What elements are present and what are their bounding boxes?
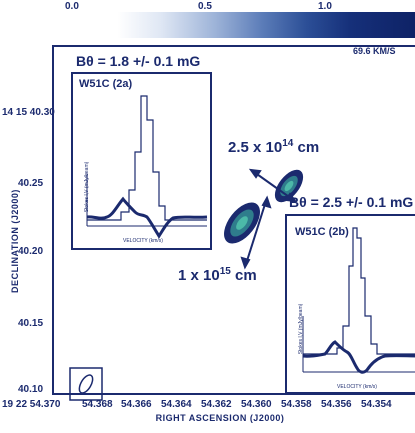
colorbar-tick: 0.5 <box>198 1 212 12</box>
inset-2a-spectrum <box>86 95 208 239</box>
x-tick-label: 54.366 <box>121 399 152 410</box>
inset-2b-xlabel: VELOCITY (km/s) <box>337 384 377 390</box>
inset-2b-title: W51C (2b) <box>295 226 349 238</box>
beam-box <box>69 367 103 401</box>
y-tick-label: 40.25 <box>18 178 44 189</box>
inset-2a: W51C (2a) Stokes I,V (mJy/beam) VELOCITY… <box>71 72 212 250</box>
maser-spot-lower <box>224 202 260 244</box>
x-tick-label: 54.358 <box>281 399 312 410</box>
colorbar <box>52 12 415 38</box>
colorbar-tick: 1.0 <box>318 1 332 12</box>
maser-spot-upper <box>274 169 304 203</box>
b-field-right: Bθ = 2.5 +/- 0.1 mG <box>289 194 414 210</box>
y-tick-label: 40.15 <box>18 318 44 329</box>
scale-arrow-upper <box>248 168 298 203</box>
inset-2a-title: W51C (2a) <box>79 78 133 90</box>
x-axis-title: RIGHT ASCENSION (J2000) <box>155 413 285 423</box>
inset-2a-xlabel: VELOCITY (km/s) <box>123 238 163 244</box>
x-tick-label: 54.368 <box>82 399 113 410</box>
scale-arrow-lower <box>240 195 272 270</box>
main-plot-frame <box>52 45 415 395</box>
y-tick-label: 40.10 <box>18 384 44 395</box>
x-tick-label: 54.364 <box>161 399 192 410</box>
inset-2b: W51C (2b) Stokes I,V (mJy/beam) VELOCITY… <box>285 214 415 394</box>
x-tick-label: 54.362 <box>201 399 232 410</box>
scale-label-small: 1 x 1015 cm <box>178 266 257 284</box>
y-tick-label: 14 15 40.30 <box>2 107 55 118</box>
velocity-label: 69.6 KM/S <box>353 46 396 56</box>
inset-2a-ylabel: Stokes I,V (mJy/beam) <box>84 161 90 213</box>
x-tick-label: 19 22 54.370 <box>2 399 61 410</box>
x-tick-label: 54.354 <box>361 399 392 410</box>
inset-2b-ylabel: Stokes I,V (mJy/beam) <box>298 303 304 355</box>
x-tick-label: 54.360 <box>241 399 272 410</box>
b-field-left: Bθ = 1.8 +/- 0.1 mG <box>76 53 201 69</box>
y-tick-label: 40.20 <box>18 246 44 257</box>
colorbar-tick: 0.0 <box>65 1 79 12</box>
scale-label-large: 2.5 x 1014 cm <box>228 138 320 156</box>
x-tick-label: 54.356 <box>321 399 352 410</box>
inset-2b-spectrum <box>302 227 415 374</box>
